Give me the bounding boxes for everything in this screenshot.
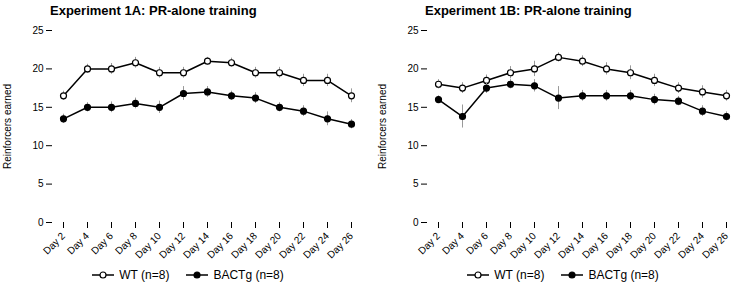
svg-text:Day 18: Day 18 [229, 230, 260, 261]
svg-text:Day 6: Day 6 [464, 230, 491, 257]
html-text:WT (n=8): WT (n=8) [119, 268, 170, 282]
svg-text:0: 0 [38, 217, 44, 228]
svg-text:Day 12: Day 12 [157, 230, 188, 261]
svg-text:5: 5 [413, 178, 419, 189]
svg-text:Day 26: Day 26 [700, 230, 730, 260]
svg-text:Day 26: Day 26 [325, 230, 355, 260]
svg-text:Day 22: Day 22 [277, 230, 308, 261]
html-text:BACTg (n=8): BACTg (n=8) [588, 268, 659, 282]
svg-text:Day 2: Day 2 [41, 230, 68, 257]
html-text:Experiment 1A: PR-alone traini: Experiment 1A: PR-alone training [50, 3, 257, 18]
svg-text:20: 20 [32, 63, 44, 74]
html-text:Experiment 1B: PR-alone traini: Experiment 1B: PR-alone training [425, 3, 632, 18]
svg-text:Day 14: Day 14 [181, 230, 212, 261]
svg-text:Day 8: Day 8 [487, 230, 515, 257]
svg-text:Day 16: Day 16 [580, 230, 611, 261]
svg-text:Day 6: Day 6 [89, 230, 116, 257]
svg-text:Day 2: Day 2 [416, 230, 443, 257]
svg-text:Day 10: Day 10 [133, 230, 164, 261]
svg-text:15: 15 [32, 102, 44, 113]
svg-text:Day 12: Day 12 [532, 230, 563, 261]
svg-text:10: 10 [32, 140, 44, 151]
svg-text:20: 20 [407, 63, 419, 74]
svg-text:Day 22: Day 22 [652, 230, 683, 261]
svg-text:Day 4: Day 4 [440, 230, 467, 257]
svg-text:Day 24: Day 24 [676, 230, 707, 261]
svg-text:15: 15 [407, 102, 419, 113]
svg-text:25: 25 [32, 25, 44, 36]
svg-text:Day 8: Day 8 [112, 230, 140, 257]
svg-text:Day 14: Day 14 [556, 230, 587, 261]
svg-text:Reinforcers earned: Reinforcers earned [377, 84, 388, 169]
svg-text:Day 18: Day 18 [604, 230, 635, 261]
svg-text:0: 0 [413, 217, 419, 228]
svg-text:25: 25 [407, 25, 419, 36]
svg-text:Day 20: Day 20 [253, 230, 284, 261]
svg-text:10: 10 [407, 140, 419, 151]
svg-text:Day 4: Day 4 [65, 230, 92, 257]
svg-text:Day 20: Day 20 [628, 230, 659, 261]
svg-text:Day 16: Day 16 [205, 230, 236, 261]
html-text:BACTg (n=8): BACTg (n=8) [213, 268, 284, 282]
svg-text:Reinforcers earned: Reinforcers earned [2, 84, 13, 169]
html-text:WT (n=8): WT (n=8) [494, 268, 545, 282]
svg-text:Day 10: Day 10 [508, 230, 539, 261]
svg-text:Day 24: Day 24 [301, 230, 332, 261]
svg-text:5: 5 [38, 178, 44, 189]
